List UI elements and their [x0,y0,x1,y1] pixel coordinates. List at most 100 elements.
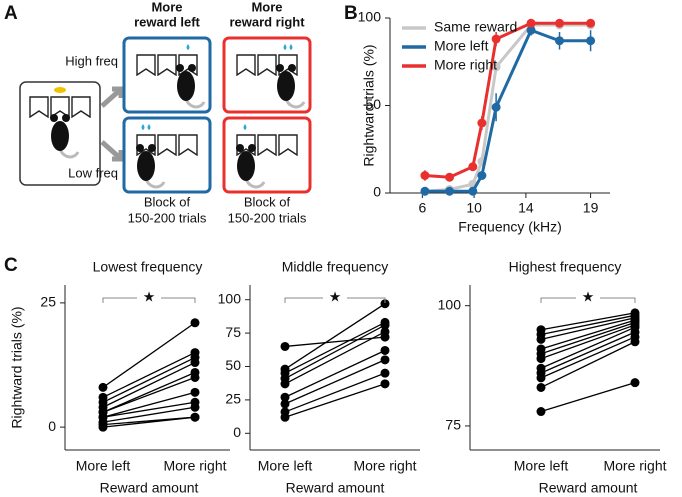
pair-line [102,371,196,413]
row-label: Low freq [68,165,118,180]
significance-bracket [102,297,196,303]
sound-cue [54,87,66,93]
significance-star: ★ [143,289,156,305]
data-point [536,354,546,364]
pair-line [102,401,196,418]
pair-line [284,372,386,413]
y-tick-label: 0 [48,418,56,434]
pair-line [284,349,386,398]
chart-title: Middle frequency [282,259,389,275]
x-tick-label: 19 [583,200,599,216]
data-point [477,118,487,128]
data-point [536,382,546,392]
column-caption: 150-200 trials [128,210,207,225]
data-point [555,36,565,46]
data-point [536,407,546,417]
y-tick-label: 25 [40,294,56,310]
data-point [280,392,290,402]
row-label: High freq [65,53,118,68]
water-drop [141,124,151,130]
x-tick-label: 14 [518,200,534,216]
data-point [555,18,565,28]
pair-line [540,321,636,355]
column-title: More [251,0,282,14]
data-point [445,186,455,196]
pair-line [102,391,196,418]
data-point [380,345,390,355]
pair-line [102,361,196,408]
arrow [100,86,124,108]
pair-line [284,331,386,385]
x-tick-label: 10 [466,200,482,216]
pair-line [540,341,636,389]
y-tick-label: 0 [373,184,381,200]
water-drop [186,44,190,50]
y-tick-label: 75 [225,324,241,340]
data-point [190,402,200,412]
data-point [280,379,290,389]
data-point [380,368,390,378]
column-title: More [151,0,182,14]
data-point [491,102,501,112]
x-tick-label: More right [603,458,666,474]
y-tick-label: 0 [233,424,241,440]
data-point [190,412,200,422]
column-caption: Block of [244,194,291,209]
arrow [100,140,124,162]
y-tick-label: 50 [365,96,381,112]
data-point [380,327,390,337]
pair-line [102,322,196,388]
pair-line [102,356,196,403]
x-axis-label: Frequency (kHz) [458,219,561,235]
pair-line [102,416,196,428]
data-point [468,162,478,172]
panel-label: B [344,3,358,24]
pair-line [540,314,636,336]
data-point [420,171,430,180]
pair-line [540,336,636,379]
pair-line [540,326,636,369]
x-tick-label: More left [514,458,569,474]
pair-line [102,352,196,398]
y-axis-label: Rightward trials (%) [361,44,377,166]
legend-label: More left [434,38,489,54]
data-point [630,378,640,388]
pair-line [540,317,636,340]
column-title: reward left [134,14,200,29]
data-point [477,171,487,180]
water-drop [243,124,247,130]
data-point [380,320,390,330]
significance-bracket [540,297,636,303]
pair-line [102,376,196,413]
pair-line [284,303,386,370]
pair-line [284,383,386,418]
y-tick-label: 50 [225,357,241,373]
pair-line [540,319,636,350]
data-point [98,382,108,392]
data-point [468,186,478,196]
data-point [420,186,430,196]
data-point [380,299,390,309]
legend-label: Same reward [434,19,517,35]
data-point [491,34,501,44]
x-axis-label: Reward amount [100,480,199,496]
panel-label: A [4,3,18,24]
x-tick-label: More right [353,458,416,474]
pair-line [284,359,386,405]
chart-title: Highest frequency [509,259,622,275]
x-tick-label: 6 [418,200,426,216]
data-point [586,36,596,46]
pair-line [540,312,636,331]
data-point [98,422,108,432]
data-point [190,387,200,397]
data-point [190,372,200,382]
data-point [526,18,536,28]
x-axis-label: Reward amount [286,480,385,496]
x-tick-label: More right [163,458,226,474]
y-axis-label: Rightward trials (%) [9,306,25,428]
y-tick-label: 100 [438,296,462,312]
data-point [380,355,390,365]
data-point [445,172,455,182]
significance-star: ★ [582,289,595,305]
